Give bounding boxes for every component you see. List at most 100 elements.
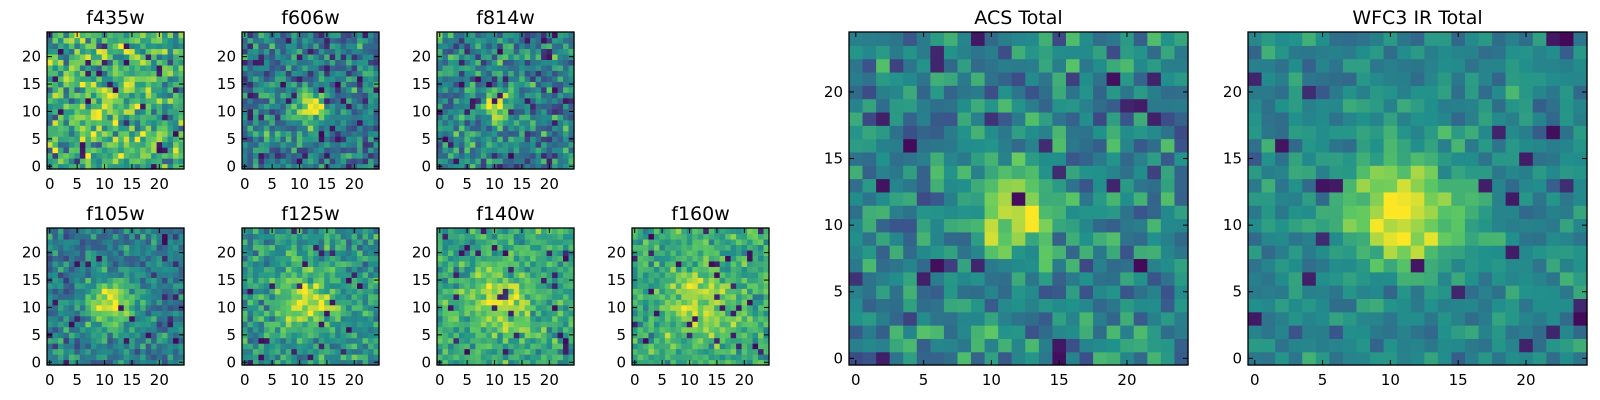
heatmap-cell: [151, 315, 158, 322]
heatmap-cell: [96, 282, 103, 289]
heatmap-cell: [145, 86, 152, 93]
heatmap-cell: [1160, 351, 1176, 366]
heatmap-cell: [96, 130, 103, 137]
heatmap-cell: [57, 59, 65, 66]
heatmap-cell: [437, 310, 444, 317]
heatmap-cell: [998, 311, 1013, 326]
heatmap-cell: [296, 37, 303, 44]
heatmap-cell: [368, 125, 375, 132]
heatmap-cell: [930, 351, 945, 366]
heatmap-cell: [535, 343, 542, 350]
heatmap-cell: [552, 53, 559, 60]
heatmap-cell: [307, 260, 314, 267]
heatmap-cell: [642, 326, 650, 333]
heatmap-cell: [162, 125, 169, 132]
heatmap-cell: [134, 108, 141, 115]
heatmap-cell: [318, 255, 325, 262]
heatmap-cell: [96, 81, 103, 88]
heatmap-cell: [903, 231, 918, 246]
heatmap-cell: [1160, 338, 1176, 353]
heatmap-cell: [167, 299, 174, 306]
heatmap-cell: [524, 59, 531, 66]
heatmap-cell: [557, 86, 564, 93]
heatmap-cell: [329, 125, 336, 132]
heatmap-cell: [1011, 205, 1026, 220]
heatmap-cell: [173, 103, 180, 110]
heatmap-cell: [1174, 205, 1189, 220]
heatmap-cell: [74, 37, 81, 44]
heatmap-cell: [659, 233, 666, 240]
heatmap-cell: [530, 147, 537, 154]
heatmap-cell: [458, 233, 465, 240]
heatmap-cell: [464, 266, 471, 273]
heatmap-cell: [96, 260, 103, 267]
heatmap-cell: [513, 277, 520, 284]
heatmap-cell: [340, 70, 347, 77]
axes-frame: [46, 227, 185, 366]
heatmap-cell: [151, 271, 158, 278]
heatmap-cell: [703, 332, 710, 339]
heatmap-cell: [703, 255, 710, 262]
heatmap-cell: [47, 348, 54, 355]
heatmap-cell: [258, 304, 265, 311]
heatmap-cell: [140, 310, 147, 317]
heatmap-cell: [47, 321, 54, 328]
heatmap-cell: [123, 238, 130, 246]
heatmap-cell: [123, 233, 130, 240]
heatmap-cell: [247, 304, 254, 311]
heatmap-cell: [123, 59, 130, 66]
y-tick-label: 5: [421, 130, 431, 148]
heatmap-cell: [368, 32, 375, 39]
heatmap-cell: [373, 86, 380, 93]
heatmap-cell: [670, 271, 677, 278]
heatmap-cell: [637, 260, 644, 267]
heatmap-cell: [475, 228, 482, 235]
heatmap-cell: [1011, 271, 1026, 286]
heatmap-cell: [252, 42, 260, 50]
heatmap-cell: [329, 114, 336, 121]
heatmap-cell: [357, 119, 364, 126]
heatmap-cell: [1052, 178, 1067, 193]
heatmap-cell: [346, 249, 353, 256]
heatmap-cell: [849, 165, 864, 180]
heatmap-cell: [302, 103, 309, 110]
heatmap-cell: [502, 81, 509, 88]
heatmap-cell: [85, 315, 92, 322]
heatmap-cell: [107, 37, 114, 44]
heatmap-cell: [47, 64, 54, 71]
heatmap-cell: [118, 70, 125, 77]
heatmap-cell: [998, 151, 1013, 166]
heatmap-cell: [357, 103, 364, 110]
heatmap-cell: [541, 293, 548, 300]
heatmap-cell: [508, 152, 515, 159]
heatmap-cell: [508, 59, 515, 66]
heatmap-cell: [373, 152, 380, 159]
heatmap-cell: [263, 53, 270, 60]
heatmap-cell: [318, 233, 325, 240]
heatmap-cell: [112, 75, 119, 82]
heatmap-cell: [335, 108, 342, 115]
heatmap-cell: [984, 311, 999, 326]
heatmap-cell: [916, 218, 931, 233]
heatmap-cell: [469, 119, 476, 126]
heatmap-cell: [719, 282, 726, 289]
heatmap-cell: [437, 158, 444, 165]
heatmap-cell: [274, 260, 281, 267]
heatmap-cell: [52, 277, 59, 284]
heatmap-cell: [486, 81, 493, 88]
heatmap-cell: [178, 42, 185, 50]
heatmap-cell: [247, 119, 254, 126]
heatmap-cell: [670, 315, 677, 322]
heatmap-cell: [47, 288, 54, 295]
heatmap-cell: [725, 271, 732, 278]
heatmap-cell: [943, 165, 959, 180]
heatmap-cell: [373, 32, 380, 39]
heatmap-cell: [346, 332, 353, 339]
heatmap-cell: [568, 97, 575, 104]
heatmap-cell: [307, 266, 314, 273]
heatmap-cell: [79, 282, 86, 289]
heatmap-cell: [480, 119, 487, 126]
heatmap-cell: [123, 332, 130, 339]
heatmap-cell: [464, 147, 471, 154]
heatmap-cell: [442, 81, 449, 88]
